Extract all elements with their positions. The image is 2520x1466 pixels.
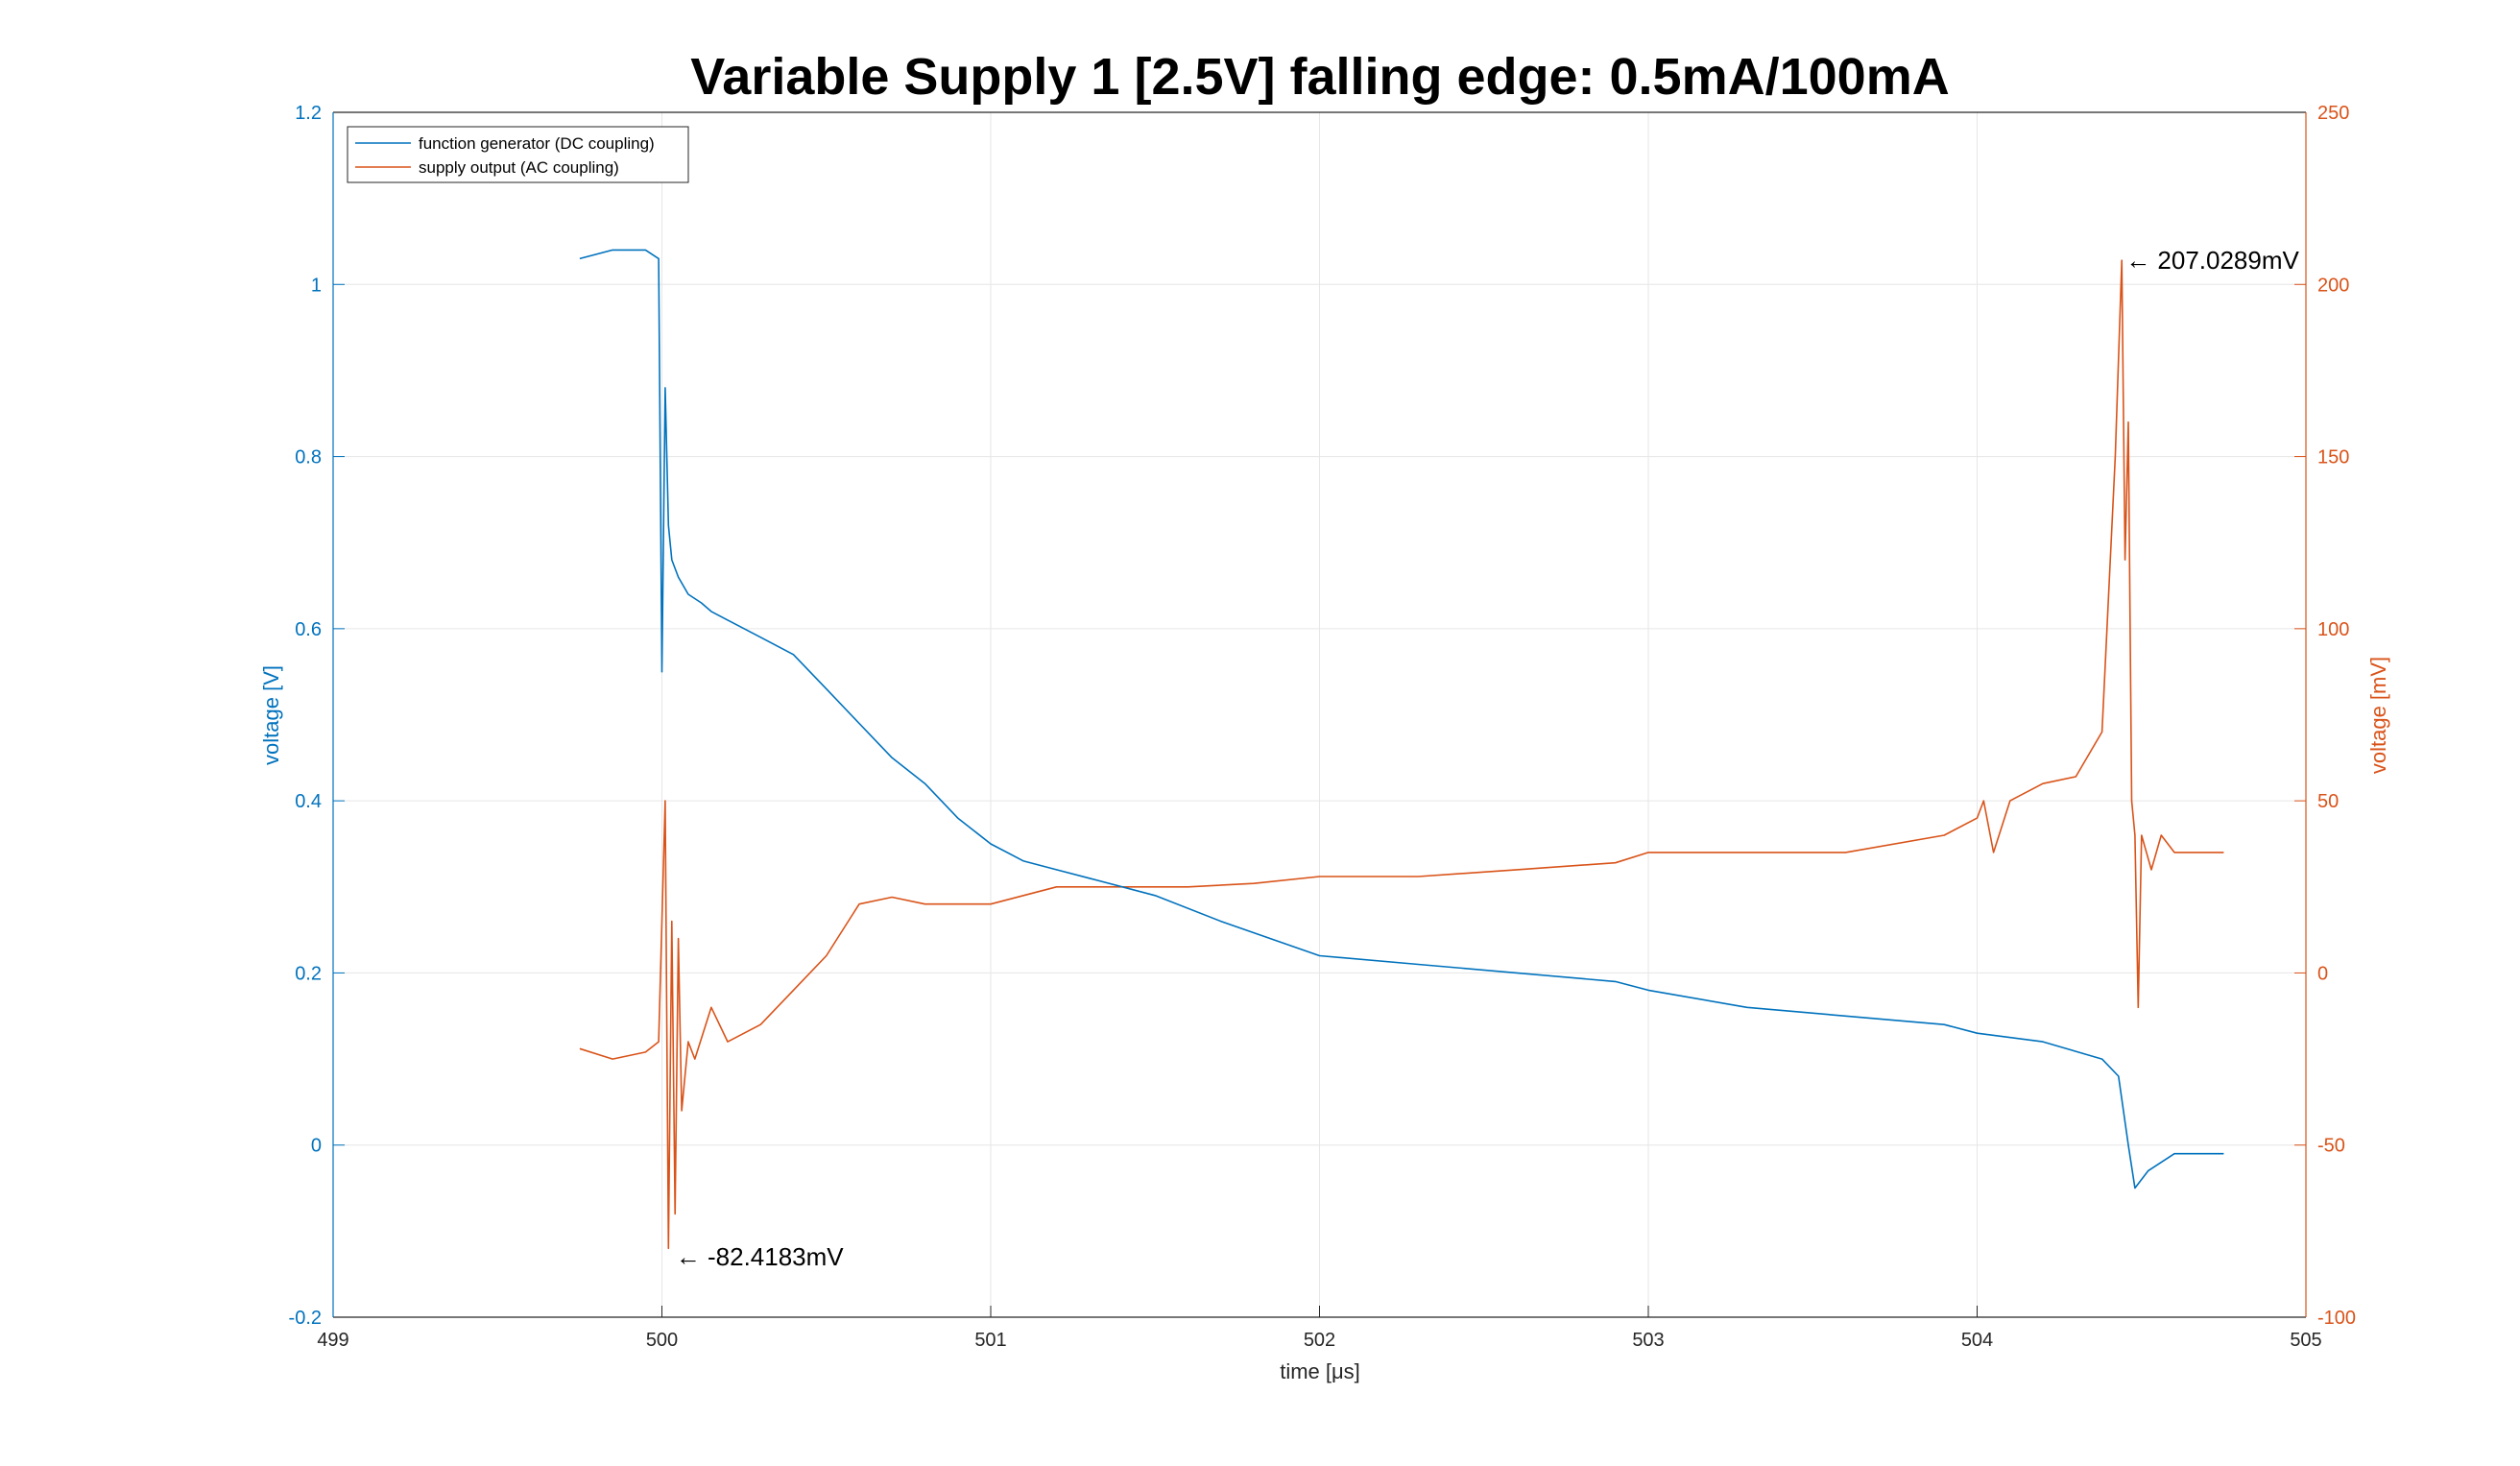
x-tick-label: 501 — [974, 1330, 1006, 1351]
legend: function generator (DC coupling) supply … — [347, 126, 689, 183]
x-tick-label: 505 — [2290, 1330, 2321, 1351]
y-left-tick-label: 0.4 — [295, 791, 322, 812]
legend-entry-supply-output: supply output (AC coupling) — [419, 158, 619, 177]
annotation-label: ← 207.0289mV — [2125, 246, 2299, 275]
y-right-tick-label: -50 — [2317, 1136, 2345, 1157]
y-right-tick-label: 0 — [2317, 963, 2328, 984]
y-right-tick-label: -100 — [2317, 1308, 2356, 1329]
x-tick-label: 503 — [1632, 1330, 1664, 1351]
y-left-tick-label: 0.6 — [295, 619, 322, 640]
x-tick-label: 499 — [317, 1330, 348, 1351]
y-right-tick-label: 100 — [2317, 619, 2349, 640]
axes — [332, 111, 2307, 1318]
chart-title: Variable Supply 1 [2.5V] falling edge: 0… — [690, 48, 1949, 106]
y-left-tick-label: -0.2 — [289, 1308, 322, 1329]
y-left-tick-label: 1 — [311, 275, 322, 296]
legend-entry-function-generator: function generator (DC coupling) — [419, 134, 655, 153]
y-left-tick-label: 1.2 — [295, 103, 322, 124]
x-tick-label: 502 — [1304, 1330, 1335, 1351]
y-left-tick-label: 0.2 — [295, 963, 322, 984]
y-left-tick-label: 0.8 — [295, 447, 322, 469]
annotations: ← 207.0289mV ← -82.4183mV — [676, 246, 2300, 1271]
x-axis-label: time [μs] — [1280, 1359, 1360, 1383]
x-tick-label: 504 — [1961, 1330, 1993, 1351]
y-right-tick-label: 50 — [2317, 791, 2339, 812]
y-left-tick-label: 0 — [311, 1136, 322, 1157]
tick-labels: 499 500 501 502 503 504 505-0.200.20.40.60.811… — [289, 103, 2357, 1351]
y-axis-right-label: voltage [mV] — [2366, 657, 2390, 774]
series-layer — [579, 249, 2224, 1250]
legend-box — [347, 126, 689, 183]
x-tick-label: 500 — [646, 1330, 678, 1351]
series-line-supply-output — [579, 259, 2224, 1250]
annotation-label: ← -82.4183mV — [676, 1242, 845, 1271]
y-right-tick-label: 200 — [2317, 275, 2349, 296]
series-line-function-generator — [579, 249, 2224, 1190]
y-axis-left-label: voltage [V] — [259, 665, 283, 765]
y-right-tick-label: 250 — [2317, 103, 2349, 124]
y-right-tick-label: 150 — [2317, 447, 2349, 469]
